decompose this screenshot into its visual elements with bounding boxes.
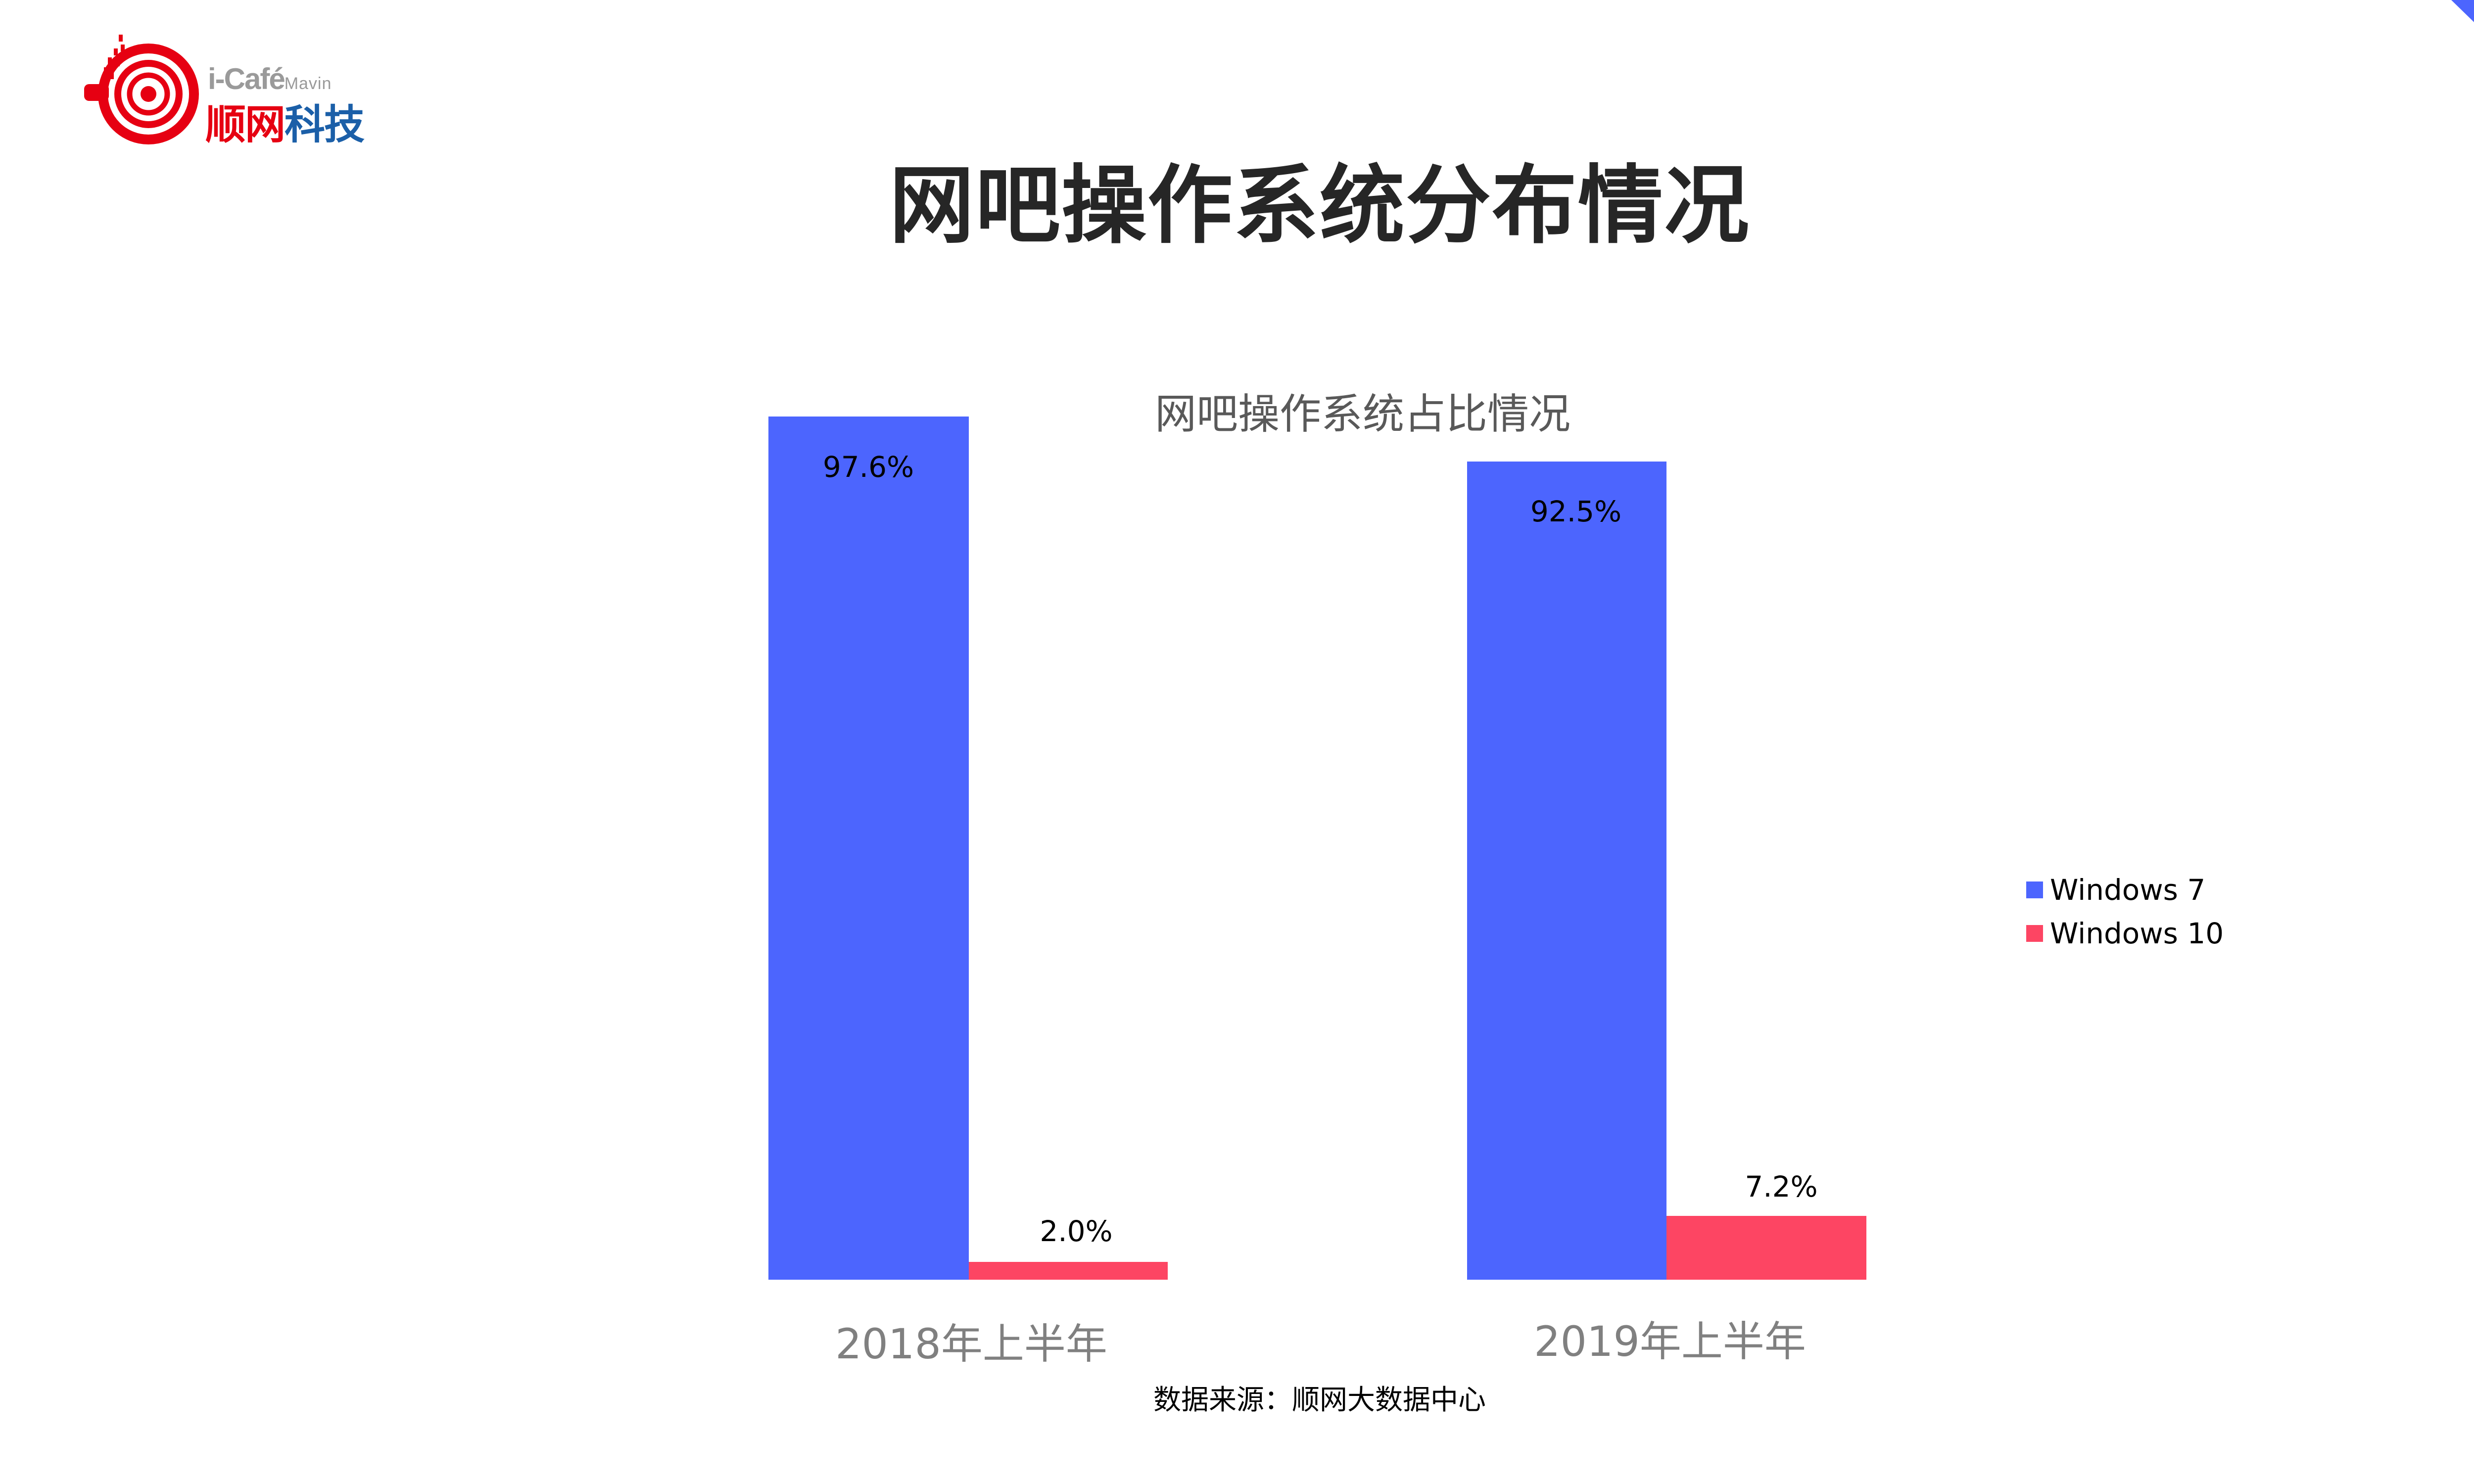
- company-logo: i-CaféMavin 顺网科技: [84, 35, 421, 148]
- bar-2019-windows10: [1666, 1216, 1866, 1280]
- page-title: 网吧操作系统分布情况: [889, 156, 1750, 255]
- target-logo-icon: [84, 35, 199, 144]
- legend-swatch-windows10: [2026, 925, 2043, 942]
- legend-item-windows7: Windows 7: [2026, 868, 2224, 912]
- data-label-2018-windows10: 2.0%: [1040, 1214, 1113, 1248]
- category-label-2018: 2018年上半年: [835, 1320, 1107, 1368]
- chart-legend: Windows 7 Windows 10: [2026, 868, 2224, 955]
- data-label-2018-windows7: 97.6%: [822, 450, 914, 484]
- bar-2019-windows7: [1467, 462, 1666, 1280]
- bar-2018-windows10: [969, 1262, 1168, 1280]
- legend-swatch-windows7: [2026, 881, 2043, 898]
- legend-label-windows7: Windows 7: [2050, 873, 2206, 907]
- data-source-note: 数据来源：顺网大数据中心: [1153, 1384, 1486, 1416]
- bar-2018-windows7: [768, 417, 969, 1280]
- category-label-2019: 2019年上半年: [1534, 1317, 1806, 1366]
- chart-title: 网吧操作系统占比情况: [1154, 390, 1570, 438]
- legend-label-windows10: Windows 10: [2050, 917, 2224, 950]
- legend-item-windows10: Windows 10: [2026, 912, 2224, 955]
- logo-chinese-text: 顺网科技: [205, 101, 365, 148]
- data-label-2019-windows7: 92.5%: [1530, 495, 1622, 528]
- logo-english-text: i-CaféMavin: [208, 62, 332, 95]
- data-label-2019-windows10: 7.2%: [1745, 1170, 1818, 1204]
- corner-decoration: [2451, 0, 2474, 183]
